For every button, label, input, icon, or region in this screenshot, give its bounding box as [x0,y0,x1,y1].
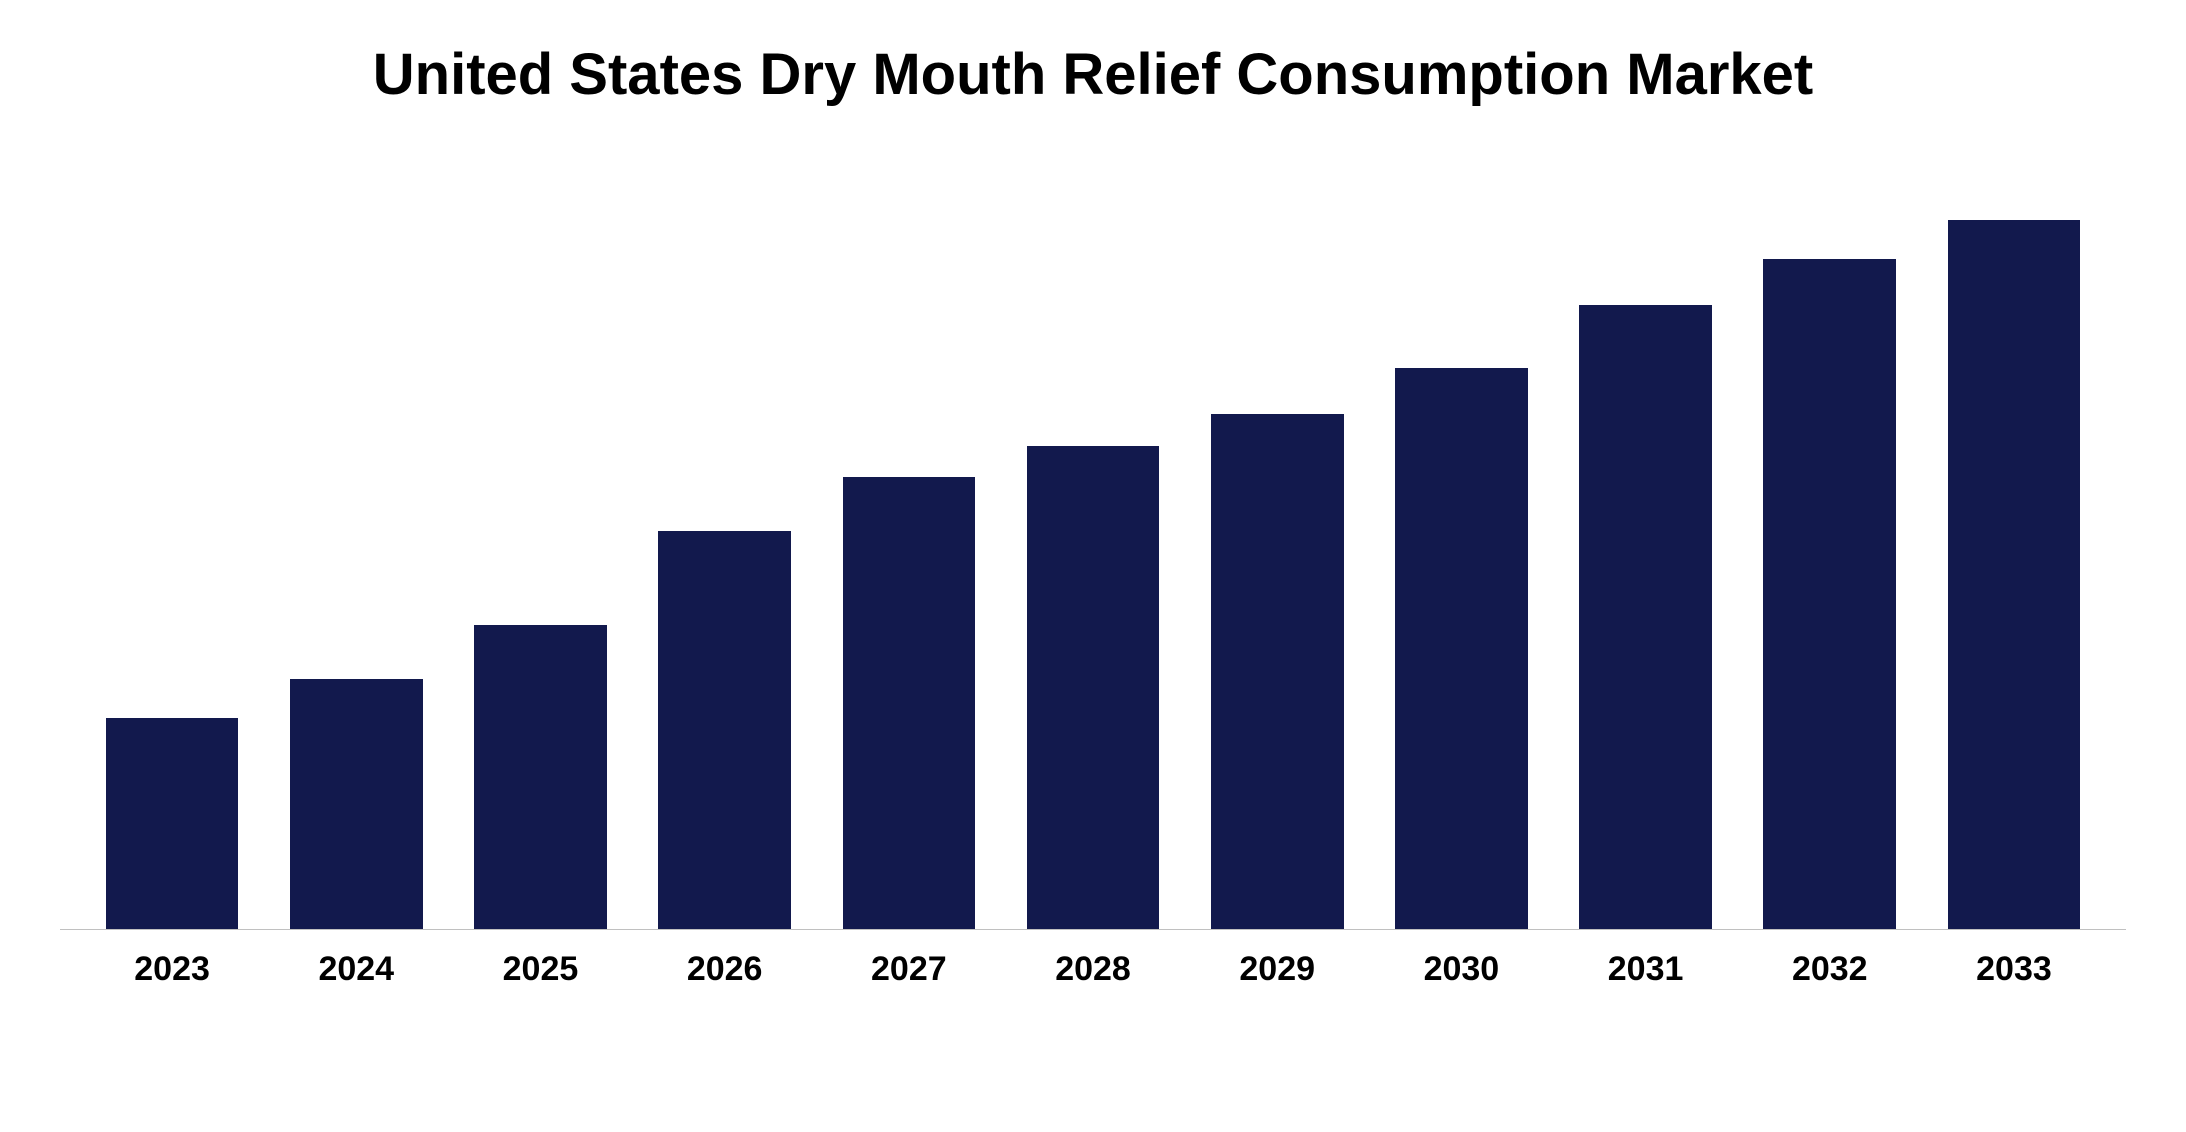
bar [658,531,791,928]
bar-wrapper [817,150,1001,929]
bar [290,679,423,928]
plot-area [60,150,2126,930]
x-axis-label: 2028 [1001,950,1185,989]
x-axis-label: 2033 [1922,950,2106,989]
x-axis-labels: 2023202420252026202720282029203020312032… [60,930,2126,989]
x-axis-label: 2025 [448,950,632,989]
bar [1027,446,1160,929]
bar-wrapper [80,150,264,929]
bar [1579,305,1712,928]
bar-wrapper [1738,150,1922,929]
bar-wrapper [1922,150,2106,929]
x-axis-label: 2030 [1369,950,1553,989]
bar [843,477,976,929]
x-axis-label: 2031 [1554,950,1738,989]
bar-chart: United States Dry Mouth Relief Consumpti… [60,40,2126,1092]
bar-wrapper [1185,150,1369,929]
bar [106,718,239,928]
bar [1211,414,1344,928]
bar [1763,259,1896,929]
bar-wrapper [633,150,817,929]
x-axis-label: 2027 [817,950,1001,989]
bar-wrapper [448,150,632,929]
x-axis-label: 2029 [1185,950,1369,989]
x-axis-label: 2023 [80,950,264,989]
chart-title: United States Dry Mouth Relief Consumpti… [60,40,2126,110]
bar-wrapper [1001,150,1185,929]
bar [1395,368,1528,929]
x-axis-label: 2024 [264,950,448,989]
x-axis-label: 2032 [1738,950,1922,989]
bar-wrapper [1554,150,1738,929]
bar [474,625,607,929]
bar [1948,220,2081,929]
x-axis-label: 2026 [633,950,817,989]
bar-wrapper [264,150,448,929]
bar-wrapper [1369,150,1553,929]
